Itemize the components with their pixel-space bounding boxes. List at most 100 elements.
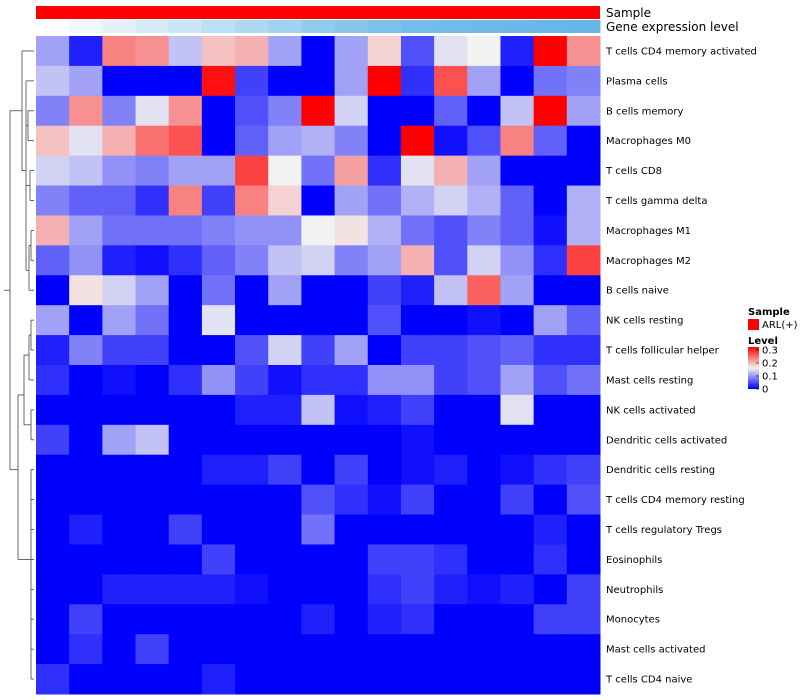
heatmap-cell — [301, 634, 336, 665]
legend: Sample ARL(+) Level 0.3 0.2 0.1 0 — [748, 307, 798, 396]
heatmap-cell — [201, 365, 236, 396]
heatmap-cell — [168, 125, 203, 157]
heatmap-cell — [135, 634, 170, 665]
heatmap-cell — [168, 215, 203, 246]
heatmap-cell — [135, 574, 170, 605]
heatmap-cell — [301, 604, 336, 635]
heatmap-cell — [168, 185, 203, 216]
heatmap-cell — [500, 394, 535, 426]
heatmap-cell — [36, 544, 70, 575]
heatmap-cell — [533, 484, 568, 516]
heatmap-cell — [235, 275, 269, 306]
heatmap-cell — [566, 245, 601, 276]
heatmap-cell — [168, 544, 203, 575]
heatmap-cell — [135, 245, 170, 276]
heatmap-cell — [334, 604, 369, 635]
heatmap-cell — [235, 574, 269, 605]
heatmap-cell — [434, 544, 468, 575]
heatmap-cell — [268, 394, 302, 426]
heatmap-cell — [400, 394, 435, 426]
heatmap-cell — [69, 245, 103, 276]
row-label: T cells CD4 memory activated — [605, 46, 757, 57]
heatmap-cell — [301, 424, 336, 456]
row-dendrogram — [4, 50, 34, 680]
heatmap-cell — [69, 95, 103, 127]
heatmap-cell — [69, 604, 103, 635]
row-label: B cells naive — [606, 286, 669, 297]
heatmap-cell — [36, 634, 70, 665]
heatmap-cell — [533, 305, 568, 336]
heatmap-cell — [566, 305, 601, 336]
heatmap-cell — [467, 305, 501, 336]
heatmap-cell — [533, 155, 568, 187]
heatmap-cell — [235, 664, 269, 695]
heatmap-cell — [268, 155, 302, 187]
heatmap-cell — [566, 215, 601, 246]
legend-level-tick-label: 0 — [762, 385, 768, 396]
heatmap-cell — [69, 36, 103, 67]
heatmap-cell — [301, 275, 336, 306]
heatmap-cell — [334, 275, 369, 306]
heatmap-cell — [533, 604, 568, 635]
heatmap-cell — [467, 664, 501, 695]
heatmap-cell — [566, 155, 601, 187]
heatmap-cell — [135, 185, 170, 216]
heatmap-cell — [268, 634, 302, 665]
heatmap-cell — [168, 275, 203, 306]
row-label: Plasma cells — [606, 76, 668, 87]
heatmap-cell — [533, 36, 568, 67]
heatmap-cell — [268, 95, 302, 127]
heatmap-cell — [334, 335, 369, 366]
heatmap-cell — [566, 275, 601, 306]
heatmap-cell — [135, 394, 170, 426]
heatmap-cell — [235, 95, 269, 127]
heatmap-cell — [168, 454, 203, 486]
heatmap-cell — [69, 574, 103, 605]
heatmap-cell — [102, 365, 137, 396]
gene-expression-annotation-cell — [500, 20, 535, 33]
heatmap-cell — [235, 125, 269, 157]
heatmap-cell — [36, 155, 70, 187]
legend-level-tick-label: 0.3 — [762, 346, 778, 357]
heatmap-cell — [434, 664, 468, 695]
heatmap-cell — [69, 634, 103, 665]
heatmap-cell — [400, 36, 435, 67]
heatmap-cell — [69, 305, 103, 336]
heatmap-cell — [334, 544, 369, 575]
heatmap-cell — [69, 365, 103, 396]
heatmap-cell — [102, 484, 137, 516]
heatmap-cell — [367, 365, 402, 396]
heatmap-cell — [467, 185, 501, 216]
row-label: Mast cells activated — [606, 645, 705, 656]
heatmap-cell — [400, 275, 435, 306]
heatmap-cell — [301, 394, 336, 426]
heatmap-cell — [367, 664, 402, 695]
heatmap-cell — [334, 514, 369, 545]
heatmap-cell — [135, 544, 170, 575]
heatmap-cell — [434, 305, 468, 336]
heatmap-cell — [235, 335, 269, 366]
heatmap-cell — [235, 36, 269, 67]
heatmap-cell — [533, 335, 568, 366]
gene-expression-annotation-cell — [69, 20, 103, 33]
heatmap-cell — [36, 305, 70, 336]
legend-sample-entry: ARL(+) — [762, 320, 798, 331]
heatmap-cell — [235, 365, 269, 396]
heatmap-cell — [201, 514, 236, 545]
heatmap-cell — [467, 215, 501, 246]
heatmap-cell — [36, 65, 70, 97]
heatmap-cell — [235, 544, 269, 575]
heatmap-cell — [36, 245, 70, 276]
heatmap-cell — [268, 335, 302, 366]
heatmap-cell — [500, 365, 535, 396]
heatmap-cell — [467, 544, 501, 575]
heatmap-cell — [467, 125, 501, 157]
heatmap-cell — [467, 484, 501, 516]
heatmap-cell — [301, 125, 336, 157]
gene-expression-annotation-cell — [235, 20, 269, 33]
heatmap-cell — [367, 215, 402, 246]
heatmap-cell — [301, 664, 336, 695]
heatmap-cell — [268, 544, 302, 575]
heatmap-cell — [268, 454, 302, 486]
